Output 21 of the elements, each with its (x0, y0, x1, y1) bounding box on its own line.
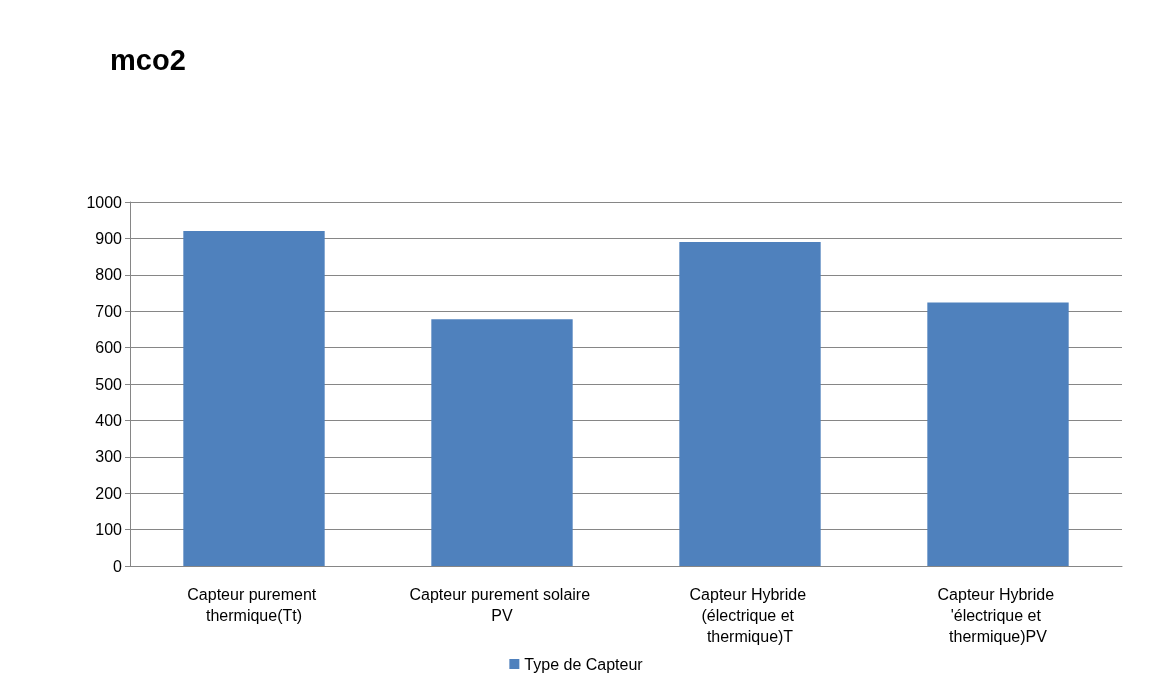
chart-title: mco2 (110, 43, 186, 76)
x-tick-label: Capteur Hybride 'électrique et thermique)PV (937, 586, 1059, 645)
y-tick-label: 800 (95, 266, 123, 284)
bar (431, 319, 573, 566)
bar (183, 231, 325, 566)
y-tick-label: 200 (95, 484, 123, 502)
y-tick-label: 1000 (86, 193, 123, 211)
y-tick-label: 700 (95, 302, 123, 320)
bar (679, 242, 821, 566)
y-tick-label: 100 (95, 521, 123, 539)
y-tick-label: 0 (113, 557, 123, 575)
y-tick-label: 900 (95, 229, 123, 247)
x-tick-label: Capteur purement thermique(Tt) (187, 586, 321, 624)
legend-label: Type de Capteur (524, 655, 644, 673)
x-tick-label: Capteur purement solaire PV (409, 586, 595, 624)
x-tick-label: Capteur Hybride (électrique et thermique)T (689, 586, 811, 645)
y-tick-label: 600 (95, 339, 123, 357)
bar (927, 302, 1069, 566)
y-tick-label: 300 (95, 448, 123, 466)
y-tick-label: 500 (95, 375, 123, 393)
y-tick-label: 400 (95, 411, 123, 429)
